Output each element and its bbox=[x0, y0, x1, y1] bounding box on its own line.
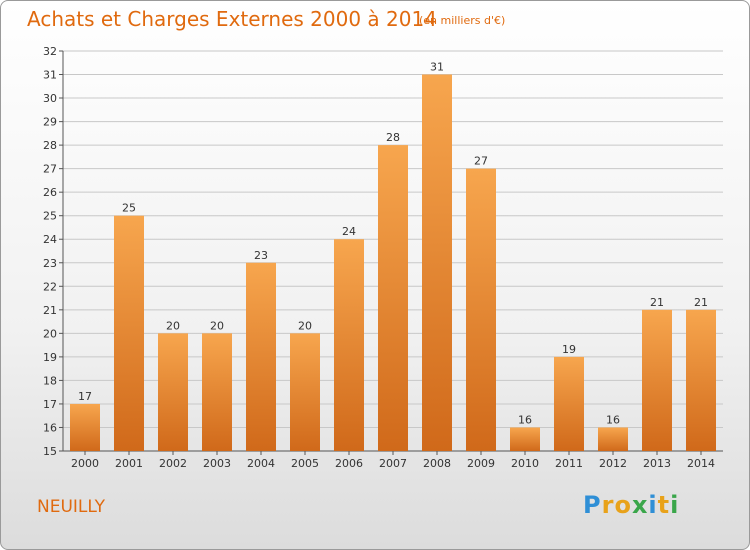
bars bbox=[70, 74, 716, 451]
data-label: 23 bbox=[254, 249, 268, 262]
data-label: 19 bbox=[562, 343, 576, 356]
logo-letter: o bbox=[614, 491, 632, 519]
bar bbox=[158, 333, 188, 451]
bar bbox=[70, 403, 100, 451]
bar bbox=[334, 239, 364, 451]
x-tick-label: 2001 bbox=[115, 457, 143, 470]
data-label: 24 bbox=[342, 225, 356, 238]
y-tick-label: 20 bbox=[43, 327, 57, 340]
x-tick-label: 2011 bbox=[555, 457, 583, 470]
y-tick-label: 30 bbox=[43, 92, 57, 105]
y-tick-label: 32 bbox=[43, 45, 57, 58]
logo-letter: i bbox=[670, 491, 680, 519]
logo-letter: i bbox=[648, 491, 658, 519]
commune-name: NEUILLY bbox=[37, 497, 105, 517]
x-tick-label: 2000 bbox=[71, 457, 99, 470]
x-tick-label: 2004 bbox=[247, 457, 275, 470]
y-tick-label: 29 bbox=[43, 116, 57, 129]
chart-subtitle: (en milliers d'€) bbox=[419, 14, 506, 27]
bar bbox=[510, 427, 540, 451]
y-tick-label: 19 bbox=[43, 351, 57, 364]
y-tick-label: 27 bbox=[43, 163, 57, 176]
y-tick-label: 28 bbox=[43, 139, 57, 152]
data-label: 20 bbox=[210, 319, 224, 332]
data-label: 16 bbox=[606, 413, 620, 426]
x-tick-label: 2014 bbox=[687, 457, 715, 470]
bar bbox=[686, 309, 716, 451]
proxiti-logo[interactable]: Proxiti bbox=[583, 491, 679, 519]
y-tick-label: 31 bbox=[43, 69, 57, 82]
x-tick-label: 2007 bbox=[379, 457, 407, 470]
bar bbox=[114, 215, 144, 451]
logo-letter: P bbox=[583, 491, 602, 519]
x-tick-label: 2013 bbox=[643, 457, 671, 470]
x-tick-label: 2009 bbox=[467, 457, 495, 470]
x-tick-label: 2012 bbox=[599, 457, 627, 470]
y-tick-label: 21 bbox=[43, 304, 57, 317]
y-tick-label: 26 bbox=[43, 186, 57, 199]
data-label: 20 bbox=[298, 319, 312, 332]
bar bbox=[466, 168, 496, 451]
data-label: 20 bbox=[166, 319, 180, 332]
logo-letter: r bbox=[601, 491, 615, 519]
bar bbox=[246, 262, 276, 451]
bar bbox=[598, 427, 628, 451]
chart-title: Achats et Charges Externes 2000 à 2014 bbox=[27, 7, 437, 31]
y-tick-label: 15 bbox=[43, 445, 57, 458]
x-tick-label: 2010 bbox=[511, 457, 539, 470]
bar bbox=[202, 333, 232, 451]
bar bbox=[422, 74, 452, 451]
bar bbox=[378, 145, 408, 451]
y-tick-label: 16 bbox=[43, 421, 57, 434]
y-tick-label: 17 bbox=[43, 398, 57, 411]
data-label: 21 bbox=[694, 296, 708, 309]
logo-letter: t bbox=[657, 491, 671, 519]
data-label: 27 bbox=[474, 155, 488, 168]
data-label: 28 bbox=[386, 131, 400, 144]
y-tick-label: 23 bbox=[43, 257, 57, 270]
x-tick-label: 2002 bbox=[159, 457, 187, 470]
x-tick-label: 2005 bbox=[291, 457, 319, 470]
y-tick-label: 24 bbox=[43, 233, 57, 246]
data-label: 31 bbox=[430, 61, 444, 74]
data-label: 21 bbox=[650, 296, 664, 309]
bar bbox=[290, 333, 320, 451]
x-tick-label: 2003 bbox=[203, 457, 231, 470]
y-tick-label: 25 bbox=[43, 210, 57, 223]
bar bbox=[642, 309, 672, 451]
data-labels: 17 25 20 20 23 20 24 28 31 27 16 19 16 21 21 bbox=[78, 61, 708, 427]
data-label: 25 bbox=[122, 202, 136, 215]
data-label: 17 bbox=[78, 390, 92, 403]
y-tick-label: 18 bbox=[43, 374, 57, 387]
x-tick-label: 2008 bbox=[423, 457, 451, 470]
data-label: 16 bbox=[518, 413, 532, 426]
logo-letter: x bbox=[631, 491, 649, 519]
bar bbox=[554, 356, 584, 451]
x-tick-label: 2006 bbox=[335, 457, 363, 470]
y-tick-label: 22 bbox=[43, 280, 57, 293]
